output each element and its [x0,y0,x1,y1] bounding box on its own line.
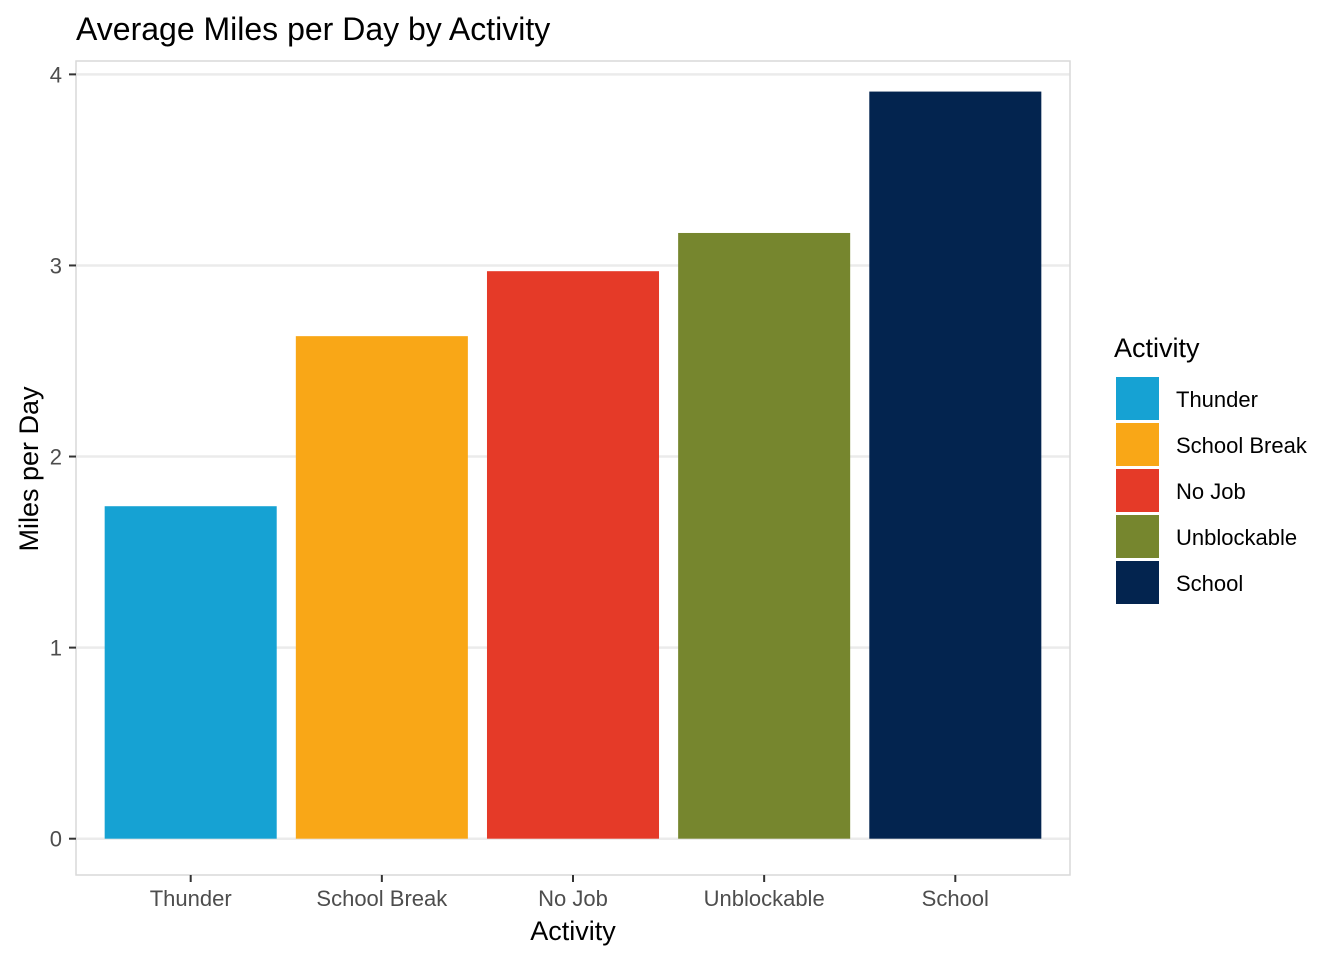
legend-key [1116,515,1159,558]
legend-key [1116,377,1159,420]
bar-school-break [295,336,468,839]
y-tick-label: 4 [50,62,62,87]
bar-thunder [104,506,277,839]
bar-school [869,91,1042,839]
bar-no-job [486,271,660,839]
y-tick-label: 3 [50,253,62,278]
y-tick-label: 2 [50,445,62,470]
legend-label: Unblockable [1176,525,1297,550]
y-tick-label: 1 [50,636,62,661]
legend-label: No Job [1176,479,1246,504]
x-axis: Thunder School Break No Job Unblockable Scho… [150,875,989,911]
legend-title: Activity [1114,333,1200,363]
legend-key [1116,423,1159,466]
x-axis-title: Activity [530,916,616,946]
x-tick-label: No Job [538,886,608,911]
legend-key [1116,469,1159,512]
y-axis-title: Miles per Day [14,386,44,552]
legend-label: Thunder [1176,387,1258,412]
x-tick-label: Unblockable [704,886,825,911]
bars-layer [104,91,1042,839]
x-tick-label: School [922,886,989,911]
chart-title: Average Miles per Day by Activity [76,11,550,47]
y-tick-label: 0 [50,827,62,852]
bar-unblockable [678,232,851,839]
legend: Activity Thunder School Break No Job Unbloc… [1114,333,1308,604]
x-tick-label: Thunder [150,886,232,911]
legend-label: School Break [1176,433,1308,458]
y-axis: 0 1 2 3 4 [50,62,76,852]
legend-key [1116,561,1159,604]
legend-items: Thunder School Break No Job Unblockable Scho… [1116,377,1308,604]
x-tick-label: School Break [316,886,448,911]
legend-label: School [1176,571,1243,596]
